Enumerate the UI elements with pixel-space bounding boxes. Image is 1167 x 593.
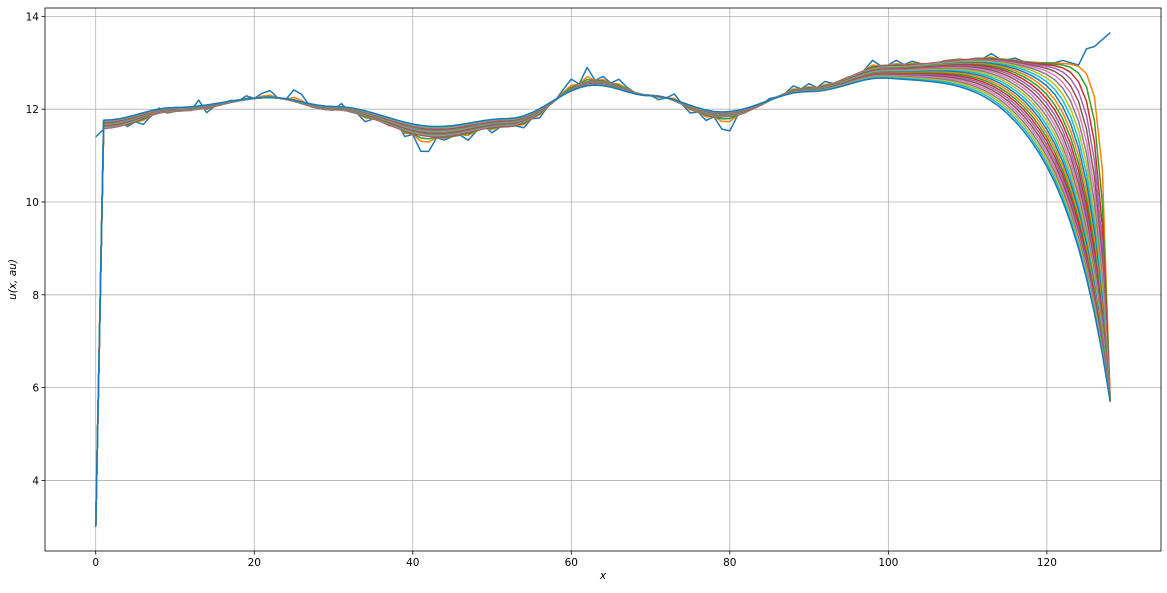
y-tick-label: 8: [32, 290, 39, 302]
series-line-27: [94, 75, 1112, 527]
series-line-6: [94, 59, 1112, 527]
series-line-21: [94, 71, 1112, 527]
series-line-13: [94, 64, 1112, 527]
series-line-18: [94, 68, 1112, 527]
series-line-14: [94, 65, 1112, 527]
series-line-12: [94, 63, 1112, 527]
axis-ticks: 0 20 40 60 80 100 120 4 6 8 10 12 14: [26, 11, 1057, 569]
series-line-5: [94, 59, 1112, 527]
series-line-1: [94, 56, 1112, 527]
series-line-8: [94, 60, 1112, 527]
x-tick-label: 0: [92, 557, 99, 569]
series-line-15: [94, 65, 1112, 527]
grid: [45, 8, 1161, 551]
x-tick-label: 40: [406, 557, 419, 569]
series-line-0: [95, 32, 1111, 153]
series-line-20: [94, 70, 1112, 527]
y-tick-label: 6: [32, 383, 39, 395]
y-axis-label: u(x, au): [7, 259, 19, 300]
x-tick-label: 80: [723, 557, 736, 569]
series-line-30: [94, 77, 1112, 527]
x-axis-label: x: [599, 570, 607, 582]
series-line-26: [94, 74, 1112, 527]
series-line-7: [94, 60, 1112, 527]
y-tick-label: 14: [26, 11, 40, 23]
series-line-25: [94, 73, 1112, 527]
x-tick-label: 120: [1037, 557, 1057, 569]
series-line-23: [94, 72, 1112, 527]
series-line-29: [94, 76, 1112, 527]
y-tick-label: 12: [26, 104, 39, 116]
x-tick-label: 100: [878, 557, 898, 569]
series-line-2: [94, 57, 1112, 527]
x-tick-label: 20: [248, 557, 261, 569]
series-line-19: [94, 69, 1112, 527]
series-line-24: [94, 73, 1112, 527]
x-tick-label: 60: [565, 557, 578, 569]
series-group: [94, 32, 1112, 527]
series-line-17: [94, 67, 1112, 527]
series-line-3: [94, 58, 1112, 527]
plot-frame: [44, 7, 1162, 552]
series-line-4: [94, 58, 1112, 527]
y-tick-label: 4: [32, 475, 39, 487]
series-line-28: [94, 75, 1112, 527]
series-line-22: [94, 72, 1112, 527]
y-tick-label: 10: [26, 197, 39, 209]
series-line-16: [94, 66, 1112, 527]
